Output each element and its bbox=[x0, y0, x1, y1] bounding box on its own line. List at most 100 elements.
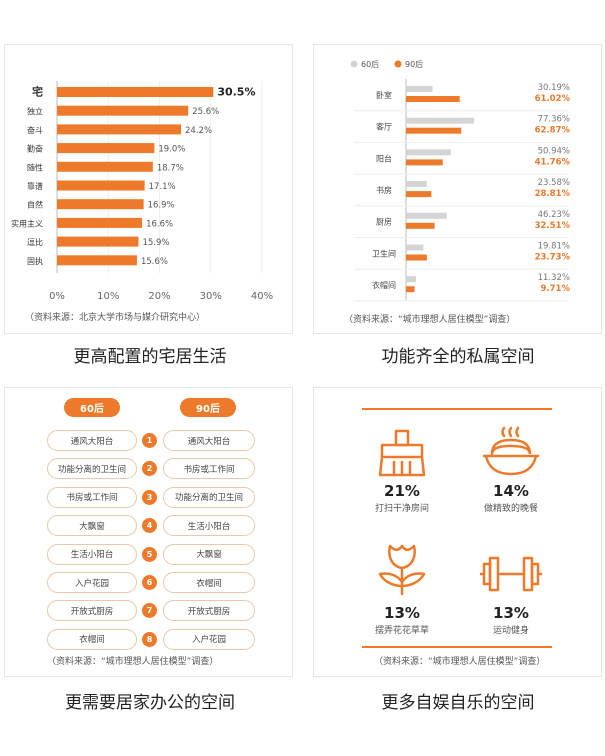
category-label: 阳台 bbox=[376, 153, 392, 163]
x-tick-label: 20% bbox=[148, 291, 170, 302]
bar bbox=[57, 217, 143, 228]
value-label: 77.36% bbox=[538, 115, 570, 125]
value-label: 23.58% bbox=[538, 178, 570, 188]
rank-left-item: 大飘窗 bbox=[47, 515, 137, 537]
bar bbox=[406, 149, 451, 156]
rank-right-item: 大飘窗 bbox=[163, 543, 255, 565]
leisure-stat-3: 13% 摆弄花花草草 bbox=[342, 604, 462, 636]
category-label: 衣帽间 bbox=[372, 280, 396, 290]
rank-left-item: 衣帽间 bbox=[47, 628, 137, 650]
bar bbox=[406, 276, 416, 283]
leisure-percent-2: 14% bbox=[493, 482, 529, 500]
bar bbox=[406, 159, 443, 166]
category-label: 卫生间 bbox=[372, 248, 396, 258]
category-label: 书房 bbox=[376, 185, 392, 195]
value-label: 16.6% bbox=[146, 219, 173, 229]
rank-number-badge: 1 bbox=[142, 433, 157, 448]
value-label: 41.76% bbox=[535, 157, 571, 167]
chart1-source: （资料来源：北京大学市场与媒介研究中心） bbox=[25, 313, 206, 323]
category-label: 实用主义 bbox=[11, 218, 43, 228]
leisure-stat-1: 21% 打扫干净房间 bbox=[342, 482, 462, 514]
rank-number-badge: 4 bbox=[142, 518, 157, 534]
category-label: 随性 bbox=[27, 162, 43, 172]
x-tick-label: 30% bbox=[200, 291, 222, 302]
leisure-desc-3: 摆弄花花草草 bbox=[374, 626, 429, 636]
rank-number-badge: 8 bbox=[142, 631, 157, 647]
rank-number-badge: 7 bbox=[142, 603, 157, 619]
bar bbox=[406, 117, 475, 124]
value-label: 19.0% bbox=[158, 145, 185, 155]
bar bbox=[57, 180, 145, 191]
rank-right-item: 通风大阳台 bbox=[163, 430, 255, 451]
bar bbox=[406, 244, 424, 251]
leisure-top-rule bbox=[362, 408, 552, 410]
bar bbox=[406, 212, 447, 219]
legend-swatch bbox=[350, 60, 358, 68]
x-tick-label: 10% bbox=[97, 291, 119, 302]
category-label: 宅 bbox=[32, 85, 43, 99]
flower-icon bbox=[378, 544, 426, 596]
category-label: 自然 bbox=[27, 200, 43, 210]
value-label: 30.19% bbox=[538, 83, 570, 93]
ranking-panel: 60后 90后 （资料来源：“城市理想人居住模型”调查） 通风大阳台 1 通风大阳台… bbox=[4, 387, 293, 677]
bar bbox=[406, 191, 432, 198]
bar bbox=[57, 124, 182, 135]
bar bbox=[57, 236, 139, 247]
value-label: 23.73% bbox=[535, 253, 571, 263]
rank-right-item: 入户花园 bbox=[163, 628, 255, 650]
value-label: 16.9% bbox=[148, 201, 175, 211]
chart2-source: （资料来源：“城市理想人居住模型”调查） bbox=[344, 315, 516, 325]
ranking-header-left: 60后 bbox=[64, 398, 120, 417]
category-label: 勤奋 bbox=[27, 144, 43, 154]
value-label: 15.9% bbox=[142, 238, 169, 248]
leisure-panel: 21% 打扫干净房间 14% 做精致的晚餐 13% 摆弄花花草草 bbox=[313, 387, 602, 677]
caption-top-right: 功能齐全的私属空间 bbox=[381, 347, 535, 367]
value-label: 30.5% bbox=[217, 86, 255, 99]
ranking-source: （资料来源：“城市理想人居住模型”调查） bbox=[47, 657, 219, 667]
leisure-percent-3: 13% bbox=[384, 604, 420, 622]
leisure-desc-4: 运动健身 bbox=[492, 626, 529, 636]
value-label: 17.1% bbox=[149, 182, 176, 192]
bar bbox=[406, 127, 462, 134]
value-label: 62.87% bbox=[535, 126, 571, 136]
bar bbox=[57, 87, 214, 97]
noodle-bowl-icon bbox=[482, 426, 540, 476]
bar bbox=[406, 86, 433, 92]
rank-right-item: 衣帽间 bbox=[163, 572, 255, 593]
value-label: 11.32% bbox=[538, 273, 570, 283]
ranking-header-right: 90后 bbox=[180, 398, 236, 417]
chart-panel-personality: 0% 10% 20% 30% 40% 宅 30.5% 独立 25.6% 奋斗 24.2% 勤奋 19.0… bbox=[4, 44, 293, 334]
personality-bar-chart: 0% 10% 20% 30% 40% 宅 30.5% 独立 25.6% 奋斗 24.2% 勤奋 19.0… bbox=[11, 81, 273, 302]
caption-bottom-left: 更需要居家办公的空间 bbox=[65, 693, 235, 713]
bar bbox=[406, 222, 435, 229]
leisure-stat-2: 14% 做精致的晚餐 bbox=[451, 482, 571, 514]
legend-swatch bbox=[394, 60, 402, 68]
value-label: 61.02% bbox=[535, 94, 571, 104]
category-label: 客厅 bbox=[376, 122, 392, 132]
value-label: 46.23% bbox=[538, 210, 570, 220]
value-label: 19.81% bbox=[538, 242, 570, 252]
leisure-bottom-rule bbox=[362, 646, 552, 648]
rank-right-item: 开放式厨房 bbox=[163, 600, 255, 622]
category-label: 逗比 bbox=[27, 237, 43, 247]
rank-number-badge: 6 bbox=[142, 575, 157, 590]
value-label: 24.2% bbox=[185, 126, 212, 136]
bar bbox=[406, 96, 460, 102]
category-label: 靠谱 bbox=[27, 181, 43, 191]
bar bbox=[57, 143, 155, 154]
x-tick-label: 0% bbox=[49, 291, 65, 302]
leisure-desc-1: 打扫干净房间 bbox=[374, 504, 429, 514]
value-label: 32.51% bbox=[535, 221, 571, 231]
value-label: 18.7% bbox=[157, 163, 184, 173]
rank-right-item: 功能分离的卫生间 bbox=[163, 486, 255, 508]
broom-icon bbox=[378, 429, 426, 477]
category-label: 卧室 bbox=[376, 90, 392, 100]
rank-left-item: 入户花园 bbox=[47, 572, 137, 593]
leisure-desc-2: 做精致的晚餐 bbox=[483, 504, 538, 514]
value-label: 25.6% bbox=[192, 107, 219, 117]
bar bbox=[406, 254, 427, 261]
bar bbox=[406, 286, 415, 293]
caption-top-left: 更高配置的宅居生活 bbox=[73, 347, 227, 367]
value-label: 15.6% bbox=[141, 257, 168, 267]
